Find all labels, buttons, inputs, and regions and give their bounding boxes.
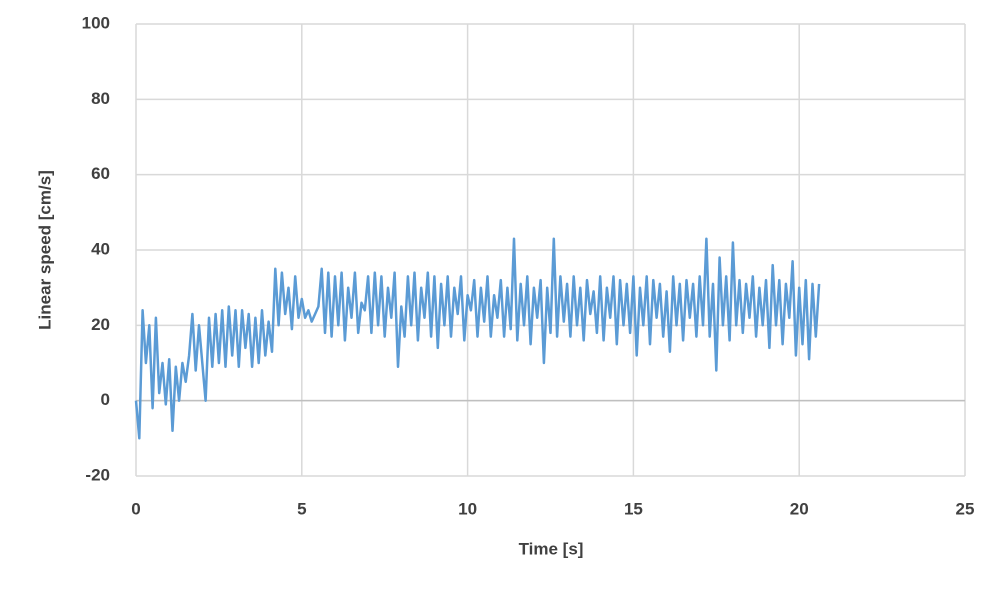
y-tick-label: 0 <box>101 390 110 409</box>
data-line <box>134 237 821 440</box>
x-tick-label: 20 <box>790 499 809 518</box>
x-tick-label: 0 <box>131 499 140 518</box>
y-tick-label: -20 <box>85 465 110 484</box>
y-tick-label: 80 <box>91 89 110 108</box>
x-axis-label: Time [s] <box>519 539 584 558</box>
y-tick-label: 40 <box>91 239 110 258</box>
y-tick-label: 20 <box>91 315 110 334</box>
x-tick-label: 10 <box>458 499 477 518</box>
x-tick-label: 25 <box>956 499 975 518</box>
y-tick-label: 100 <box>82 13 110 32</box>
y-tick-label: 60 <box>91 164 110 183</box>
x-tick-label: 15 <box>624 499 643 518</box>
y-axis-label: Linear speed [cm/s] <box>35 170 54 330</box>
x-tick-label: 5 <box>297 499 306 518</box>
